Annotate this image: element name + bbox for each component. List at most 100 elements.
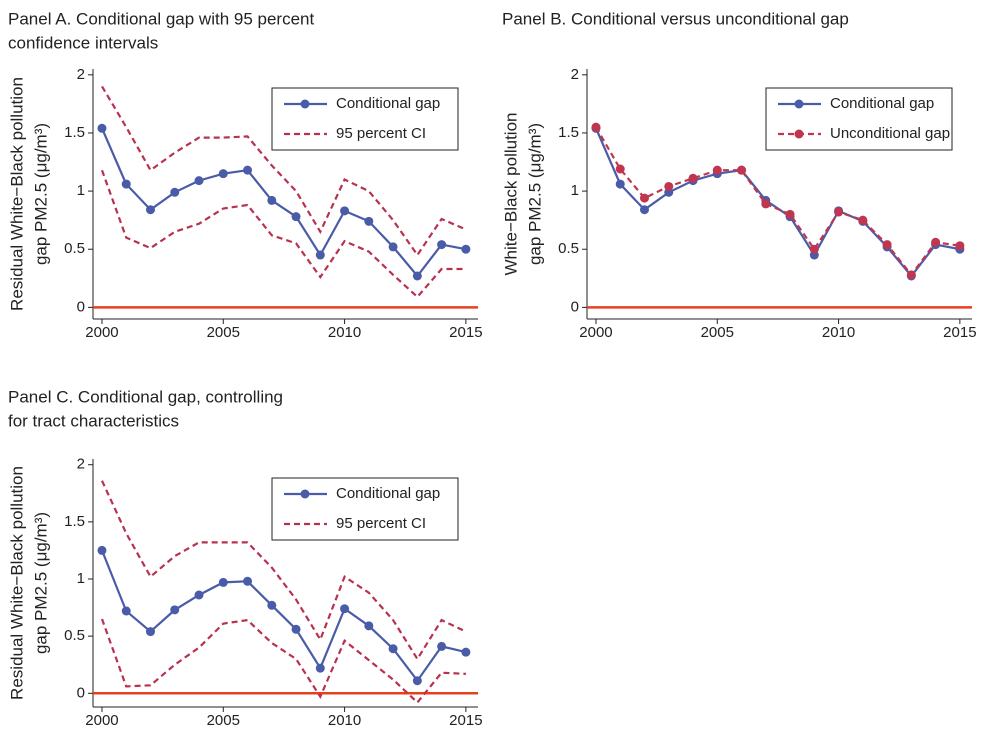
point (931, 237, 941, 247)
legend-marker (300, 489, 310, 499)
point (291, 624, 301, 634)
point (315, 250, 325, 260)
point (809, 244, 819, 254)
legend-marker (300, 99, 310, 109)
legend-marker (794, 129, 804, 139)
point (591, 122, 601, 132)
point (437, 641, 447, 651)
x-tick-label: 2010 (328, 712, 361, 729)
point (461, 647, 471, 657)
point (437, 240, 447, 250)
point (615, 179, 625, 189)
point (388, 242, 398, 252)
point (145, 627, 155, 637)
point (882, 240, 892, 250)
legend-marker (794, 99, 804, 109)
point (315, 663, 325, 673)
x-tick-label: 2005 (701, 324, 734, 341)
point (639, 193, 649, 203)
point (761, 199, 771, 209)
point (412, 271, 422, 281)
point (955, 241, 965, 251)
point (461, 244, 471, 254)
series-line (595, 126, 961, 277)
legend-label: Conditional gap (336, 95, 440, 112)
point (688, 173, 698, 183)
y-axis-label: White−Black pollution (501, 112, 520, 275)
panel-title: confidence intervals (8, 33, 158, 52)
panel-title: Panel A. Conditional gap with 95 percent (8, 9, 314, 28)
x-tick-label: 2010 (822, 324, 855, 341)
y-tick-label: 0 (571, 298, 579, 315)
x-tick-label: 2000 (85, 712, 118, 729)
y-tick-label: 1.5 (64, 124, 85, 141)
legend-box (765, 87, 953, 151)
panel-title: Panel C. Conditional gap, controlling (8, 387, 283, 406)
point (615, 164, 625, 174)
panel-title: for tract characteristics (8, 411, 179, 430)
y-tick-label: 2 (77, 456, 85, 473)
series-line (100, 549, 467, 683)
legend-label: Conditional gap (830, 95, 934, 112)
y-axis-label: gap PM2.5 (μg/m³) (31, 512, 50, 654)
legend-box (271, 477, 459, 541)
point (218, 577, 228, 587)
x-tick-label: 2005 (207, 324, 240, 341)
point (267, 600, 277, 610)
point (170, 605, 180, 615)
point (664, 181, 674, 191)
y-tick-label: 0 (77, 684, 85, 701)
point (858, 215, 868, 225)
point (737, 165, 747, 175)
point (639, 205, 649, 215)
panel: Panel B. Conditional versus unconditiona… (501, 9, 976, 340)
point (121, 606, 131, 616)
x-tick-label: 2010 (328, 324, 361, 341)
point (906, 270, 916, 280)
point (97, 545, 107, 555)
series-line (100, 127, 467, 278)
point (291, 212, 301, 222)
x-tick-label: 2015 (943, 324, 976, 341)
x-tick-label: 2005 (207, 712, 240, 729)
y-tick-label: 0.5 (558, 240, 579, 257)
ci-line (101, 85, 467, 257)
panel: Panel A. Conditional gap with 95 percent… (7, 9, 482, 340)
y-tick-label: 0.5 (64, 627, 85, 644)
point (388, 644, 398, 654)
y-tick-label: 0 (77, 298, 85, 315)
y-tick-label: 1.5 (64, 513, 85, 530)
point (340, 604, 350, 614)
panel: Panel C. Conditional gap, controlling for… (7, 387, 482, 728)
point (412, 676, 422, 686)
x-tick-label: 2015 (449, 712, 482, 729)
y-tick-label: 0.5 (64, 240, 85, 257)
point (243, 576, 253, 586)
point (785, 209, 795, 219)
point (267, 195, 277, 205)
legend-label: 95 percent CI (336, 515, 426, 532)
y-tick-label: 1 (571, 182, 579, 199)
point (340, 206, 350, 216)
ci-line (100, 169, 466, 299)
y-axis-label: Residual White−Black pollution (7, 466, 26, 700)
point (364, 216, 374, 226)
point (364, 621, 374, 631)
legend-box (271, 87, 459, 151)
ci-line (101, 480, 467, 662)
y-tick-label: 1.5 (558, 124, 579, 141)
y-tick-label: 2 (77, 66, 85, 83)
y-tick-label: 2 (571, 66, 579, 83)
point (218, 169, 228, 179)
point (170, 187, 180, 197)
ci-line (100, 618, 466, 705)
legend-label: 95 percent CI (336, 125, 426, 142)
panel-title: Panel B. Conditional versus unconditiona… (502, 9, 849, 28)
legend-label: Unconditional gap (830, 125, 950, 142)
legend-label: Conditional gap (336, 485, 440, 502)
point (97, 123, 107, 133)
y-tick-label: 1 (77, 182, 85, 199)
point (121, 179, 131, 189)
point (194, 176, 204, 186)
